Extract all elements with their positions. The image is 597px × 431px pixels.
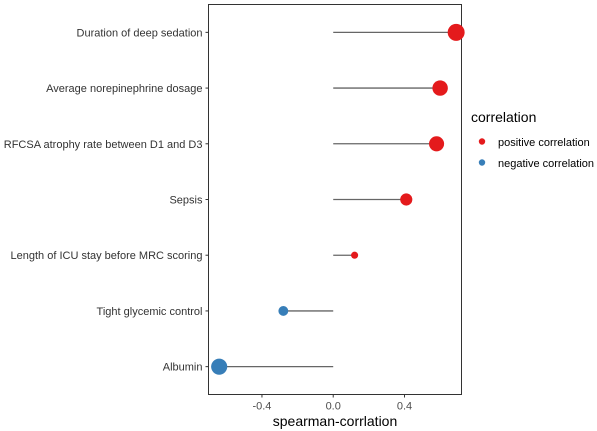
x-axis-ticks: -0.4 0.0 0.4 [252, 394, 412, 413]
category-labels: Duration of deep sedation Average norepin… [4, 27, 209, 374]
legend: correlation positive correlation negative… [471, 109, 594, 170]
dot-duration-of-deep-sedation [447, 23, 465, 41]
dot-albumin [211, 358, 228, 375]
dot-rfcsa-atrophy-rate-between-d1-and-d3 [429, 136, 445, 152]
legend-key-positive-correlation [478, 138, 486, 145]
x-tick-label: -0.4 [252, 401, 271, 413]
category-label-albumin: Albumin [163, 362, 203, 374]
dot-tight-glycemic-control [278, 305, 289, 316]
category-label-rfcsa-atrophy-rate-between-d1-and-d3: RFCSA atrophy rate between D1 and D3 [4, 139, 203, 151]
dot-sepsis [400, 193, 413, 206]
stems-group [219, 31, 457, 368]
x-tick-label: 0.0 [326, 401, 341, 413]
category-label-average-norepinephrine-dosage: Average norepinephrine dosage [46, 83, 202, 95]
legend-key-negative-correlation [478, 159, 486, 166]
legend-title: correlation [471, 109, 536, 125]
category-label-length-of-icu-stay-before-mrc-scoring: Length of ICU stay before MRC scoring [11, 250, 203, 262]
category-label-sepsis: Sepsis [169, 195, 203, 207]
legend-label-negative-correlation: negative correlation [498, 158, 594, 170]
category-label-tight-glycemic-control: Tight glycemic control [97, 306, 203, 318]
dot-length-of-icu-stay-before-mrc-scoring [351, 251, 359, 259]
dot-average-norepinephrine-dosage [432, 80, 448, 96]
legend-label-positive-correlation: positive correlation [498, 137, 590, 149]
x-axis-title: spearman-corrlation [273, 413, 398, 429]
category-label-duration-of-deep-sedation: Duration of deep sedation [77, 27, 203, 39]
dots-group [211, 23, 465, 375]
x-tick-label: 0.4 [397, 401, 412, 413]
